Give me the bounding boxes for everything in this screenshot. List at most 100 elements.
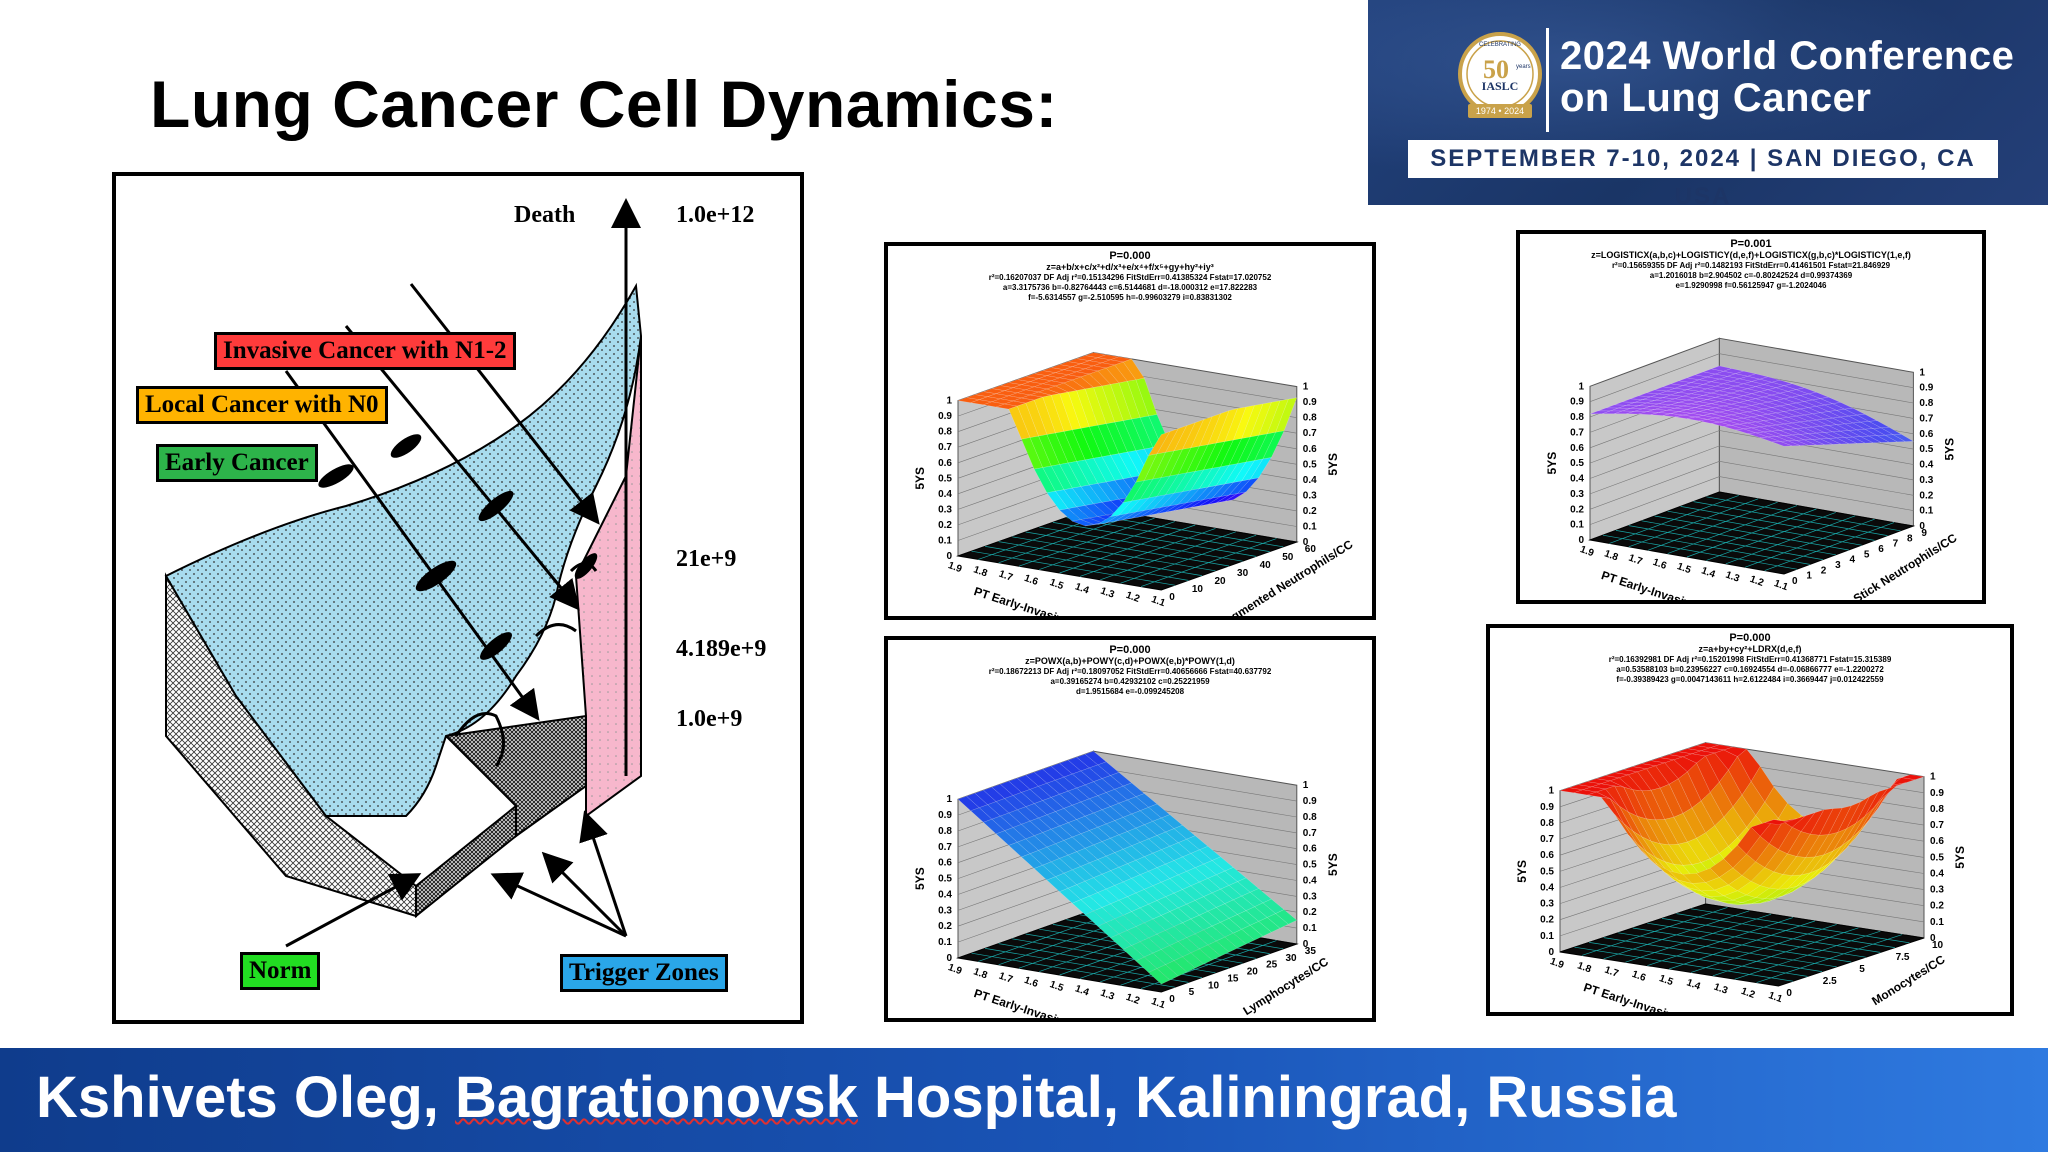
z-tick-left: 1 — [946, 396, 952, 407]
z-tick-left: 0.6 — [938, 458, 952, 469]
z-tick-right: 0.9 — [1303, 796, 1317, 807]
fitted-surface — [1589, 365, 1915, 447]
trigger-zone-block — [443, 714, 587, 838]
box-invasive-cancer: Invasive Cancer with N1-2 — [214, 332, 516, 370]
z-tick-right: 0.4 — [1930, 868, 1944, 879]
y-tick: 20 — [1214, 576, 1226, 587]
plot-fit-stats: r²=0.16207037 DF Adj r²=0.15134296 FitSt… — [988, 273, 1272, 282]
z-tick-left: 0.9 — [1540, 802, 1554, 813]
plot-p-value: P=0.001 — [1730, 238, 1772, 250]
y-tick: 7 — [1893, 539, 1899, 550]
seal-number: 50 — [1483, 55, 1509, 84]
x-tick: 1.9 — [946, 962, 963, 977]
z-tick-left: 1 — [946, 794, 952, 805]
y-tick: 50 — [1282, 552, 1294, 563]
z-tick-right: 0.6 — [1303, 844, 1317, 855]
x-tick: 1.1 — [1767, 990, 1784, 1005]
z-tick-left: 1 — [1578, 381, 1584, 392]
plot-coefficients-2: f=-0.39389423 g=0.0047143611 h=2.6122484… — [1616, 675, 1884, 684]
x-tick: 1.6 — [1023, 573, 1040, 588]
plot-p-value: P=0.000 — [1729, 632, 1771, 644]
plot-p-value: P=0.000 — [1109, 250, 1151, 262]
plot-fit-stats: r²=0.16392981 DF Adj r²=0.15201998 FitSt… — [1608, 655, 1892, 664]
label-4189e9: 4.189e+9 — [676, 636, 767, 662]
z-tick-right: 0.8 — [1930, 804, 1944, 815]
z-tick-right: 0.2 — [1919, 490, 1933, 501]
x-tick: 1.2 — [1740, 986, 1757, 1001]
z-tick-left: 0.2 — [1570, 504, 1584, 515]
x-tick: 1.9 — [1578, 544, 1595, 559]
fitted-surface — [957, 750, 1298, 985]
z-tick-right: 0.2 — [1930, 901, 1944, 912]
seal-top: CELEBRATING — [1479, 42, 1521, 48]
z-tick-right: 0.3 — [1919, 475, 1933, 486]
z-tick-right: 0 — [1303, 939, 1309, 950]
z-tick-right: 0.1 — [1303, 923, 1317, 934]
z-axis-label-right: 5YS — [1942, 438, 1956, 461]
x-tick: 1.3 — [1724, 570, 1741, 585]
x-tick: 1.5 — [1675, 561, 1692, 576]
x-tick: 1.3 — [1099, 988, 1116, 1003]
footer-bar — [0, 1048, 2048, 1152]
z-tick-left: 0 — [1548, 947, 1554, 958]
label-1e12: 1.0e+12 — [676, 202, 755, 228]
plot-coefficients-2: e=1.9290998 f=0.56125947 g=-1.2024046 — [1675, 281, 1827, 290]
seal-years: 1974 • 2024 — [1476, 106, 1524, 116]
floor-grid — [971, 511, 1284, 587]
y-tick: 0 — [1169, 592, 1175, 603]
z-tick-left: 0.4 — [1570, 474, 1584, 485]
banner-divider — [1546, 28, 1549, 132]
z-tick-right: 0.4 — [1919, 460, 1933, 471]
x-tick: 1.6 — [1630, 969, 1647, 984]
z-tick-right: 0.2 — [1303, 907, 1317, 918]
x-tick: 1.8 — [972, 564, 989, 579]
x-tick: 1.2 — [1748, 574, 1765, 589]
z-tick-right: 0.9 — [1919, 383, 1933, 394]
y-tick: 20 — [1247, 967, 1259, 978]
plot-equation: z=a+by+cy²+LDRX(d,e,f) — [1698, 644, 1802, 654]
y-tick: 7.5 — [1896, 952, 1910, 963]
plot-p-value: P=0.000 — [1109, 644, 1151, 656]
x-tick: 1.5 — [1658, 973, 1675, 988]
y-tick: 30 — [1237, 568, 1249, 579]
z-tick-right: 0 — [1303, 537, 1309, 548]
z-tick-left: 0.8 — [1540, 818, 1554, 829]
y-tick: 2.5 — [1823, 976, 1837, 987]
x-tick: 1.2 — [1124, 992, 1141, 1007]
conference-banner: CELEBRATING 50 years IASLC 1974 • 2024 2… — [1368, 0, 2048, 205]
z-tick-right: 0.6 — [1919, 429, 1933, 440]
x-tick: 1.8 — [972, 966, 989, 981]
y-tick: 8 — [1907, 533, 1913, 544]
z-tick-left: 0.7 — [1540, 834, 1554, 845]
z-tick-right: 1 — [1919, 367, 1925, 378]
plot-coefficients-1: a=0.53588103 b=0.23956227 c=0.16924554 d… — [1616, 665, 1884, 674]
z-tick-right: 0.8 — [1303, 413, 1317, 424]
x-tick: 1.1 — [1150, 594, 1167, 609]
plot-fit-stats: r²=0.18672213 DF Adj r²=0.18097052 FitSt… — [988, 667, 1272, 676]
z-tick-right: 0.3 — [1303, 891, 1317, 902]
plot-fit-stats: r²=0.15659355 DF Adj r²=0.1482193 FitStd… — [1611, 261, 1891, 270]
z-tick-left: 0.4 — [938, 489, 952, 500]
z-tick-left: 0.1 — [1570, 520, 1584, 531]
y-tick: 10 — [1932, 940, 1944, 951]
conference-title-line1: 2024 World Conference — [1560, 34, 2015, 78]
z-axis-label-left: 5YS — [1545, 452, 1559, 475]
plot-equation: z=POWX(a,b)+POWY(c,d)+POWX(e,b)*POWY(1,d… — [1025, 656, 1235, 666]
z-tick-right: 0.5 — [1303, 459, 1317, 470]
conference-title-line2: on Lung Cancer — [1560, 76, 1872, 120]
x-tick: 1.7 — [1627, 553, 1644, 568]
y-tick: 10 — [1192, 584, 1204, 595]
z-tick-right: 0.7 — [1303, 428, 1317, 439]
plot-neutrophils: P=0.000 z=a+b/x+c/x²+d/x³+e/x⁴+f/x⁵+gy+hy… — [884, 242, 1376, 620]
z-tick-left: 0.5 — [938, 874, 952, 885]
z-tick-left: 0.7 — [938, 842, 952, 853]
z-tick-left: 0 — [946, 953, 952, 964]
z-tick-left: 0.3 — [1540, 899, 1554, 910]
z-tick-right: 0.8 — [1303, 812, 1317, 823]
y-tick: 30 — [1285, 953, 1297, 964]
footer-author: Kshivets Oleg, Bagrationovsk Hospital, K… — [36, 1064, 1677, 1131]
y-tick: 15 — [1227, 973, 1239, 984]
z-tick-left: 0.4 — [1540, 882, 1554, 893]
x-tick: 1.9 — [946, 560, 963, 575]
floor-grid — [1574, 907, 1910, 983]
